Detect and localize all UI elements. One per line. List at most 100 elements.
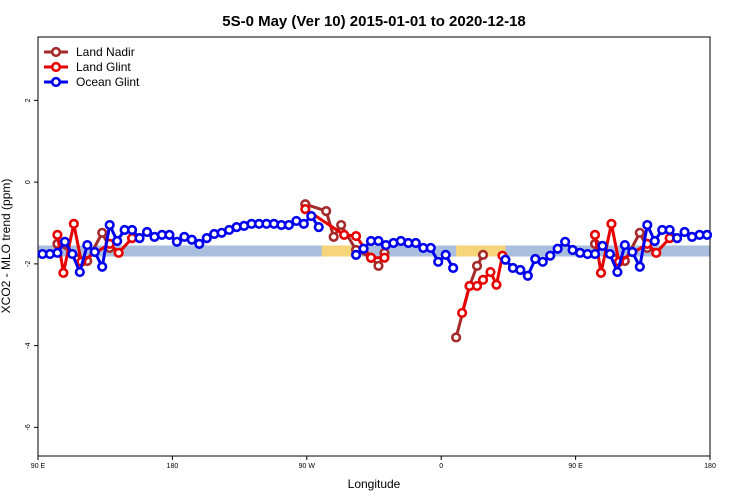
data-point [642, 219, 653, 231]
data-point [52, 229, 63, 240]
data-point [679, 226, 690, 238]
data-point [97, 261, 108, 272]
legend-label: Land Nadir [76, 45, 135, 59]
data-point [491, 279, 502, 290]
data-point [283, 219, 294, 231]
data-point [477, 274, 489, 285]
legend-marker [50, 61, 62, 73]
legend-marker [50, 46, 62, 58]
data-point [672, 233, 683, 244]
x-tick-label: 90 W [299, 463, 316, 470]
chart-title: 5S-0 May (Ver 10) 2015-01-01 to 2020-12-… [222, 13, 526, 30]
data-point [164, 229, 175, 240]
data-point [500, 254, 511, 265]
y-tick-label: -4 [25, 342, 32, 348]
data-point [321, 206, 332, 217]
data-point [365, 252, 377, 263]
data-point [595, 267, 607, 278]
data-point [552, 243, 563, 254]
data-point [589, 229, 601, 240]
data-point [328, 231, 339, 242]
data-point [74, 266, 85, 278]
data-point [97, 227, 108, 238]
data-point [537, 256, 548, 267]
data-point [350, 230, 362, 242]
data-point [604, 248, 616, 260]
x-tick-label: 0 [439, 463, 443, 470]
data-point [477, 249, 489, 260]
data-point [201, 233, 212, 244]
data-point [664, 224, 675, 236]
x-tick-label: 180 [167, 463, 179, 470]
data-point [373, 260, 384, 272]
data-point [300, 203, 311, 215]
data-point [112, 235, 123, 247]
data-point [651, 247, 662, 258]
data-point [410, 237, 421, 249]
data-point [471, 280, 483, 292]
data-point [606, 218, 617, 229]
data-point [379, 252, 390, 263]
legend-marker [50, 76, 62, 88]
data-point [515, 264, 526, 276]
data-point [194, 238, 205, 249]
data-point [440, 249, 451, 260]
data-point [485, 266, 496, 278]
data-point [545, 250, 556, 261]
data-point [339, 229, 350, 240]
y-tick-label: 0 [25, 180, 32, 184]
data-point [471, 260, 483, 272]
y-tick-label: -6 [25, 424, 32, 430]
x-tick-label: 90 E [568, 463, 583, 470]
data-point [634, 261, 645, 272]
data-point [171, 236, 182, 247]
data-point [306, 210, 317, 222]
data-point [59, 236, 70, 247]
data-point [619, 239, 630, 251]
data-point [634, 227, 645, 238]
data-point [612, 266, 623, 278]
x-tick-label: 90 E [31, 463, 46, 470]
data-point [113, 247, 124, 258]
data-point [451, 332, 462, 343]
y-tick-label: -2 [25, 261, 32, 267]
y-axis-label: XCO2 - MLO trend (ppm) [0, 179, 13, 314]
data-point [104, 219, 115, 231]
highlight-range [321, 245, 352, 257]
data-point [627, 246, 638, 258]
data-point [350, 249, 362, 260]
data-point [126, 224, 138, 236]
legend-label: Land Glint [76, 60, 131, 74]
data-point [701, 229, 713, 240]
data-point [425, 242, 436, 254]
data-point [186, 234, 197, 245]
data-point [52, 247, 63, 258]
data-point [298, 218, 309, 229]
reference-band [38, 245, 710, 257]
data-point [67, 248, 78, 260]
data-point [89, 246, 100, 258]
x-tick-label: 180 [704, 463, 716, 470]
legend-label: Ocean Glint [76, 75, 140, 89]
x-axis-label: Longitude [348, 477, 401, 491]
data-point [134, 233, 145, 244]
data-point [358, 243, 369, 254]
series-line [55, 207, 671, 314]
data-point [457, 307, 468, 319]
y-tick-label: 2 [25, 98, 32, 102]
data-point [68, 218, 79, 229]
data-point [313, 221, 324, 233]
data-point [649, 235, 660, 247]
data-point [448, 262, 459, 274]
data-point [589, 248, 601, 260]
data-point [433, 256, 444, 267]
data-point [560, 236, 571, 247]
data-point [141, 226, 153, 238]
data-point [82, 239, 93, 251]
plot-frame [37, 36, 711, 457]
data-point [522, 270, 533, 281]
data-point [597, 240, 608, 251]
data-point [58, 267, 69, 278]
